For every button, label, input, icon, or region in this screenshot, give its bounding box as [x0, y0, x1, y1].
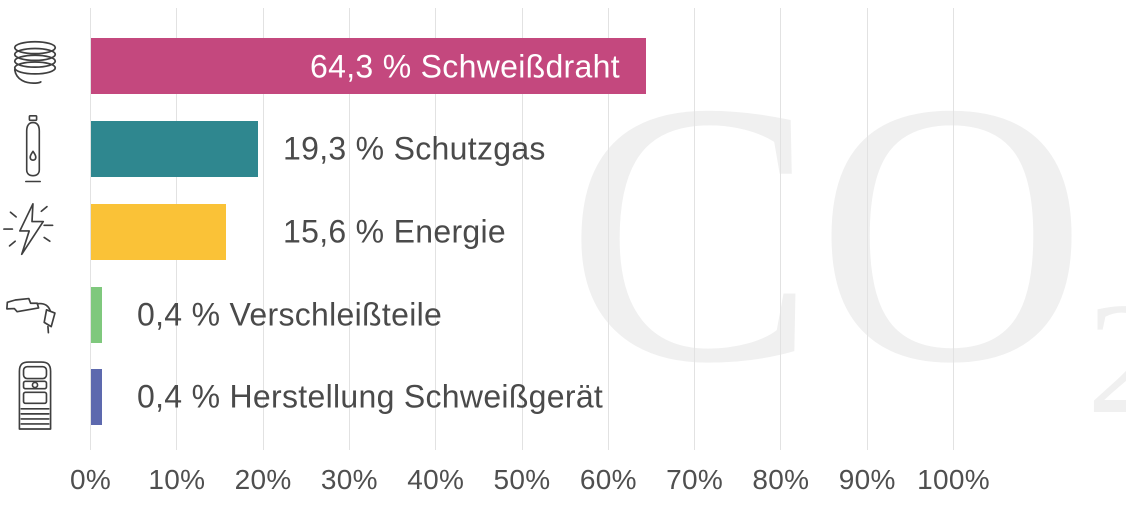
bar-label-verschleissteile: 0,4 % Verschleißteile: [137, 296, 443, 333]
bar-herstellung-schweissgeraet: [91, 369, 102, 425]
x-tick-label: 90%: [838, 464, 896, 495]
x-tick-label: 70%: [666, 464, 724, 495]
x-tick-label: 20%: [234, 464, 292, 495]
wire-spool-icon: [8, 37, 62, 95]
x-tick-label: 10%: [148, 464, 206, 495]
bar-verschleissteile: [91, 287, 102, 343]
bar-label-herstellung-schweissgeraet: 0,4 % Herstellung Schweißgerät: [137, 378, 604, 415]
gridline: [953, 8, 954, 450]
x-tick-label: 80%: [752, 464, 810, 495]
gridline: [435, 8, 437, 450]
x-tick-label: 0%: [69, 464, 112, 495]
gridline: [90, 8, 91, 450]
bar-energie: [91, 204, 226, 260]
x-tick-label: 100%: [917, 464, 990, 495]
gas-bottle-icon: [15, 112, 51, 188]
gridline: [694, 8, 696, 450]
bar-label-energie: 15,6 % Energie: [283, 213, 507, 250]
bar-schweissdraht: [91, 38, 646, 94]
x-tick-label: 60%: [579, 464, 637, 495]
gridline: [348, 8, 350, 450]
bar-schutzgas: [91, 121, 258, 177]
bar-label-schutzgas: 19,3 % Schutzgas: [283, 130, 546, 167]
x-tick-label: 40%: [407, 464, 465, 495]
gridline: [607, 8, 609, 450]
gridline: [780, 8, 782, 450]
gridline: [866, 8, 868, 450]
gridline: [262, 8, 264, 450]
watermark-subscript: 2: [1087, 278, 1126, 438]
co2-watermark: CO2: [566, 46, 1126, 438]
gridline: [521, 8, 523, 450]
x-tick-label: 50%: [493, 464, 551, 495]
welding-machine-icon: [13, 359, 57, 433]
energy-lightning-icon: [3, 200, 61, 260]
bar-label-schweissdraht: 64,3 % Schweißdraht: [310, 48, 620, 85]
watermark-main-text: CO: [566, 26, 1087, 441]
welding-torch-icon: [5, 290, 61, 338]
x-tick-label: 30%: [320, 464, 378, 495]
